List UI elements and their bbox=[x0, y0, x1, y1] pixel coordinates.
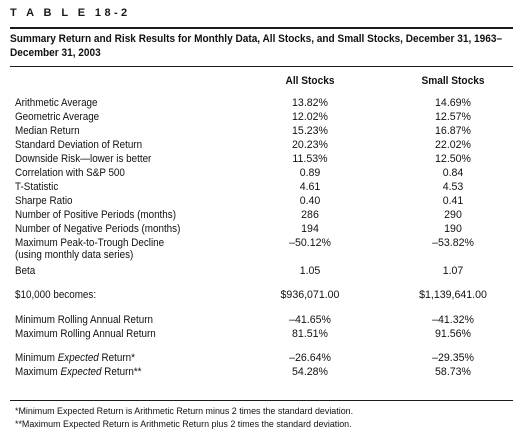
all-stocks-value: 15.23% bbox=[292, 125, 328, 137]
table-row: Arithmetic Average 13.82% 14.69% bbox=[0, 97, 523, 109]
small-stocks-value: 190 bbox=[444, 223, 462, 235]
table-row: Downside Risk—lower is better 11.53% 12.… bbox=[0, 153, 523, 165]
small-stocks-value: 290 bbox=[444, 209, 462, 221]
all-stocks-value: 12.02% bbox=[292, 111, 328, 123]
table-row: Maximum Peak-to-Trough Decline (using mo… bbox=[0, 237, 523, 261]
small-stocks-value: –41.32% bbox=[432, 314, 474, 326]
small-stocks-value: 4.53 bbox=[442, 181, 464, 193]
table-row: Sharpe Ratio 0.40 0.41 bbox=[0, 195, 523, 207]
small-stocks-value: 0.84 bbox=[442, 167, 464, 179]
row-label: Standard Deviation of Return bbox=[15, 139, 143, 151]
row-label-emphasis: Expected bbox=[57, 352, 99, 364]
table-row: Beta 1.05 1.07 bbox=[0, 265, 523, 277]
small-stocks-value: 1.07 bbox=[442, 265, 464, 277]
small-stocks-value: 0.41 bbox=[442, 195, 464, 207]
table-row: Minimum Expected Return* –26.64% –29.35% bbox=[0, 352, 523, 364]
row-label: $10,000 becomes: bbox=[15, 289, 97, 301]
table-row: Correlation with S&P 500 0.89 0.84 bbox=[0, 167, 523, 179]
all-stocks-value: 0.40 bbox=[299, 195, 321, 207]
row-label: Number of Negative Periods (months) bbox=[15, 223, 181, 235]
all-stocks-value: 4.61 bbox=[299, 181, 321, 193]
row-label: Minimum Expected Return* bbox=[15, 352, 135, 364]
row-label: Maximum Rolling Annual Return bbox=[15, 328, 156, 340]
row-label-emphasis: Expected bbox=[60, 366, 102, 378]
footnote: *Minimum Expected Return is Arithmetic R… bbox=[15, 405, 354, 416]
table-row: Geometric Average 12.02% 12.57% bbox=[0, 111, 523, 123]
all-stocks-value: 11.53% bbox=[292, 153, 328, 165]
row-label: Correlation with S&P 500 bbox=[15, 167, 125, 179]
row-label: Maximum Peak-to-Trough Decline bbox=[15, 237, 165, 249]
row-label: Minimum Rolling Annual Return bbox=[15, 314, 154, 326]
table-caption: Summary Return and Risk Results for Mont… bbox=[10, 33, 503, 59]
row-label: Geometric Average bbox=[15, 111, 100, 123]
all-stocks-value: 54.28% bbox=[292, 366, 328, 378]
top-rule bbox=[10, 27, 513, 29]
all-stocks-value: 81.51% bbox=[292, 328, 328, 340]
all-stocks-value: 1.05 bbox=[299, 265, 321, 277]
row-label: Median Return bbox=[15, 125, 80, 137]
all-stocks-value: –26.64% bbox=[289, 352, 331, 364]
table-row: $10,000 becomes: $936,071.00 $1,139,641.… bbox=[0, 289, 523, 301]
all-stocks-value: 194 bbox=[301, 223, 319, 235]
table-row: Standard Deviation of Return 20.23% 22.0… bbox=[0, 139, 523, 151]
table-number-label: T A B L E 18-2 bbox=[10, 7, 131, 19]
all-stocks-value: 286 bbox=[301, 209, 319, 221]
row-label: Arithmetic Average bbox=[15, 97, 98, 109]
all-stocks-value: –50.12% bbox=[289, 237, 331, 249]
small-stocks-value: 12.50% bbox=[435, 153, 471, 165]
caption-rule bbox=[10, 66, 513, 67]
row-label: Number of Positive Periods (months) bbox=[15, 209, 176, 221]
all-stocks-value: –41.65% bbox=[289, 314, 331, 326]
table-row: Median Return 15.23% 16.87% bbox=[0, 125, 523, 137]
small-stocks-value: 14.69% bbox=[435, 97, 471, 109]
footnote: **Maximum Expected Return is Arithmetic … bbox=[15, 418, 352, 429]
small-stocks-value: –53.82% bbox=[432, 237, 474, 249]
row-label: Beta bbox=[15, 265, 36, 277]
table-row: Maximum Expected Return** 54.28% 58.73% bbox=[0, 366, 523, 378]
row-label: T-Statistic bbox=[15, 181, 59, 193]
all-stocks-value: $936,071.00 bbox=[280, 289, 340, 301]
small-stocks-value: 12.57% bbox=[435, 111, 471, 123]
small-stocks-value: $1,139,641.00 bbox=[419, 289, 487, 301]
small-stocks-value: 22.02% bbox=[435, 139, 471, 151]
small-stocks-value: –29.35% bbox=[432, 352, 474, 364]
row-label: Maximum Expected Return** bbox=[15, 366, 142, 378]
column-header-small-stocks: Small Stocks bbox=[421, 75, 485, 87]
table-row: Number of Positive Periods (months) 286 … bbox=[0, 209, 523, 221]
all-stocks-value: 13.82% bbox=[292, 97, 328, 109]
table-row: Minimum Rolling Annual Return –41.65% –4… bbox=[0, 314, 523, 326]
column-header-all-stocks: All Stocks bbox=[285, 75, 335, 87]
small-stocks-value: 58.73% bbox=[435, 366, 471, 378]
table-row: T-Statistic 4.61 4.53 bbox=[0, 181, 523, 193]
row-label-note: (using monthly data series) bbox=[15, 249, 134, 261]
small-stocks-value: 91.56% bbox=[435, 328, 471, 340]
table-row: Number of Negative Periods (months) 194 … bbox=[0, 223, 523, 235]
all-stocks-value: 20.23% bbox=[292, 139, 328, 151]
row-label: Downside Risk—lower is better bbox=[15, 153, 152, 165]
table-row: Maximum Rolling Annual Return 81.51% 91.… bbox=[0, 328, 523, 340]
table-bottom-rule bbox=[10, 400, 513, 401]
row-label: Sharpe Ratio bbox=[15, 195, 73, 207]
small-stocks-value: 16.87% bbox=[435, 125, 471, 137]
all-stocks-value: 0.89 bbox=[299, 167, 321, 179]
